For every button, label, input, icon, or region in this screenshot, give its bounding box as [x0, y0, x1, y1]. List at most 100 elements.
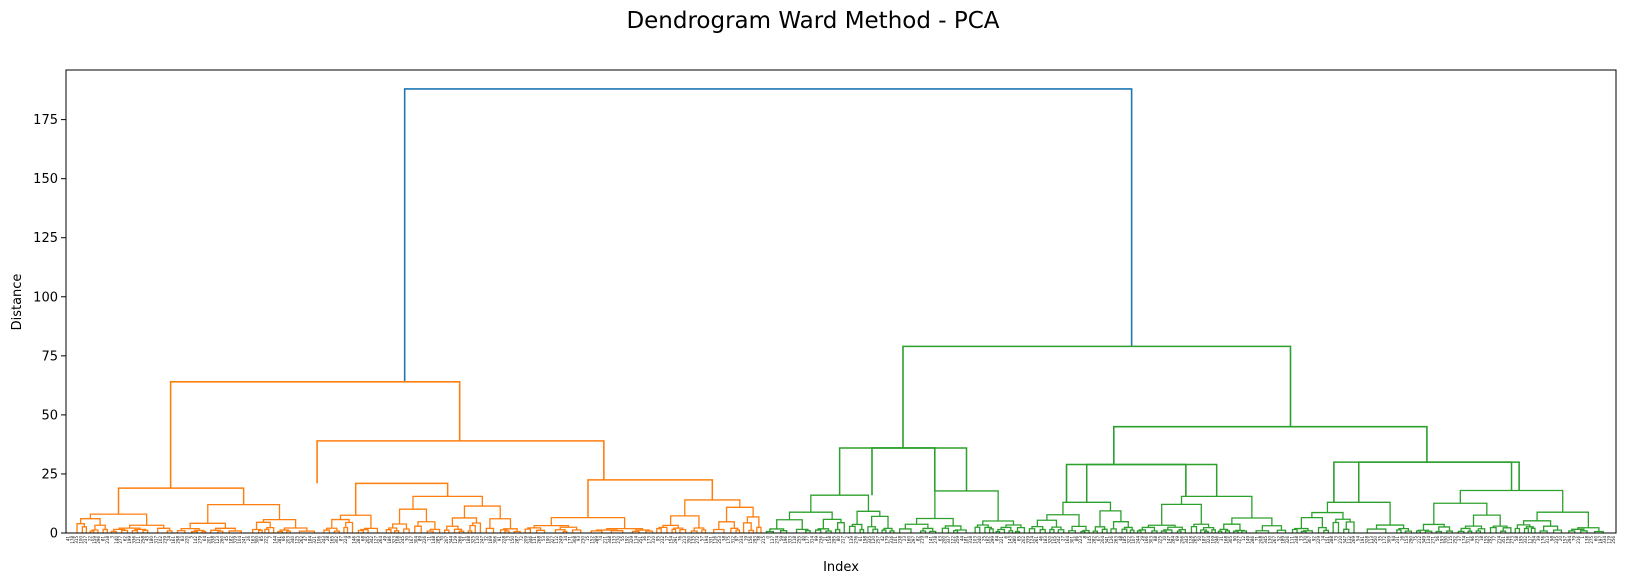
leaf-label: 241 [242, 536, 247, 544]
leaf-label: 259 [955, 536, 960, 544]
leaf-label: 278 [933, 536, 938, 544]
leaf-label: 328 [1364, 536, 1369, 544]
leaf-label: 5 [189, 536, 194, 539]
leaf-label: 177 [805, 536, 810, 544]
dendrogram-link [590, 530, 603, 533]
leaf-label: 147 [1166, 536, 1171, 544]
leaf-label: 285 [435, 536, 440, 544]
dendrogram-link [489, 518, 512, 529]
leaf-label: 118 [792, 536, 797, 544]
leaf-label: 275 [1589, 536, 1594, 544]
leaf-label: 315 [74, 536, 79, 544]
leaf-label: 51 [462, 536, 467, 542]
leaf-label: 337 [946, 536, 951, 544]
leaf-label: 124 [1030, 536, 1035, 544]
leaf-label: 49 [382, 536, 387, 542]
dendrogram-link [1200, 529, 1208, 533]
leaf-label: 135 [691, 536, 696, 544]
leaf-label: 186 [387, 536, 392, 544]
dendrogram-link [403, 528, 410, 533]
leaf-label: 225 [1157, 536, 1162, 544]
leaf-label: 240 [977, 536, 982, 544]
dendrogram-link [859, 528, 865, 533]
leaf-label: 69 [1175, 536, 1180, 542]
leaf-label: 269 [1351, 536, 1356, 544]
leaf-label: 308 [572, 536, 577, 544]
leaf-label: 290 [1408, 536, 1413, 544]
leaf-label: 131 [532, 536, 537, 544]
dendrogram-link [262, 518, 297, 529]
dendrogram-link [469, 524, 476, 533]
leaf-label: 47 [303, 536, 308, 542]
leaf-label: 274 [774, 536, 779, 544]
dendrogram-link [394, 530, 400, 533]
dendrogram-link [742, 522, 752, 533]
dendrogram-link [1516, 524, 1531, 529]
leaf-label: 198 [862, 536, 867, 544]
leaf-label: 133 [611, 536, 616, 544]
leaf-label: 145 [1087, 536, 1092, 544]
leaf-label: 219 [920, 536, 925, 544]
leaf-label: 173 [647, 536, 652, 544]
leaf-label: 255 [796, 536, 801, 544]
leaf-label: 324 [1206, 536, 1211, 544]
dendrogram-link [656, 527, 662, 533]
leaf-label: 67 [1096, 536, 1101, 542]
dendrogram-link [1417, 529, 1430, 532]
leaf-label: 134 [1426, 536, 1431, 544]
dendrogram-link [788, 511, 833, 520]
dendrogram-link [810, 494, 870, 513]
leaf-label: 146 [352, 536, 357, 544]
leaf-label: 287 [515, 536, 520, 544]
dendrogram-link [277, 530, 284, 533]
dendrogram-link [822, 518, 842, 529]
dendrogram-link [1530, 527, 1536, 533]
leaf-label: 104 [237, 536, 242, 544]
leaf-label: 101 [893, 536, 898, 544]
leaf-label: 296 [96, 536, 101, 544]
leaf-label: 106 [316, 536, 321, 544]
leaf-label: 70 [440, 536, 445, 542]
dendrogram-link [255, 521, 271, 530]
dendrogram-link [1433, 502, 1488, 525]
leaf-label: 302 [334, 536, 339, 544]
leaf-label: 197 [1598, 536, 1603, 544]
leaf-label: 65 [1017, 536, 1022, 542]
leaf-label: 0 [766, 536, 771, 539]
leaf-label: 91 [497, 536, 502, 542]
leaf-label: 32 [484, 536, 489, 542]
leaf-label: 164 [1065, 536, 1070, 544]
leaf-label: 248 [1294, 536, 1299, 544]
leaf-label: 273 [1510, 536, 1515, 544]
dendrogram-link [1502, 527, 1512, 533]
leaf-label: 306 [493, 536, 498, 544]
leaf-label: 85 [259, 536, 264, 542]
leaf-label: 107 [1131, 536, 1136, 544]
leaf-label: 166 [1144, 536, 1149, 544]
dendrogram-link [838, 447, 968, 496]
dendrogram-link [1057, 529, 1065, 533]
leaf-label: 174 [1461, 536, 1466, 544]
dendrogram-link [1261, 525, 1283, 531]
leaf-label: 138 [1585, 536, 1590, 544]
dendrogram-link [929, 530, 937, 533]
leaf-label: 162 [986, 536, 991, 544]
leaf-label: 152 [589, 536, 594, 544]
leaf-label: 216 [1576, 536, 1581, 544]
dendrogram-link [982, 520, 1015, 526]
leaf-label: 181 [964, 536, 969, 544]
leaf-label: 86 [1074, 536, 1079, 542]
leaf-label: 196 [783, 536, 788, 544]
dendrogram-link [1522, 520, 1552, 527]
dendrogram-link [81, 526, 88, 533]
leaf-label: 102 [158, 536, 163, 544]
leaf-label: 322 [1127, 536, 1132, 544]
leaf-label: 189 [1281, 536, 1286, 544]
leaf-label: 27 [1061, 536, 1066, 542]
leaf-label: 172 [1382, 536, 1387, 544]
leaf-label: 90 [1232, 536, 1237, 542]
dendrogram-link [554, 529, 566, 533]
leaf-label: 239 [162, 536, 167, 544]
dendrogram-link [870, 515, 889, 529]
leaf-label: 194 [704, 536, 709, 544]
